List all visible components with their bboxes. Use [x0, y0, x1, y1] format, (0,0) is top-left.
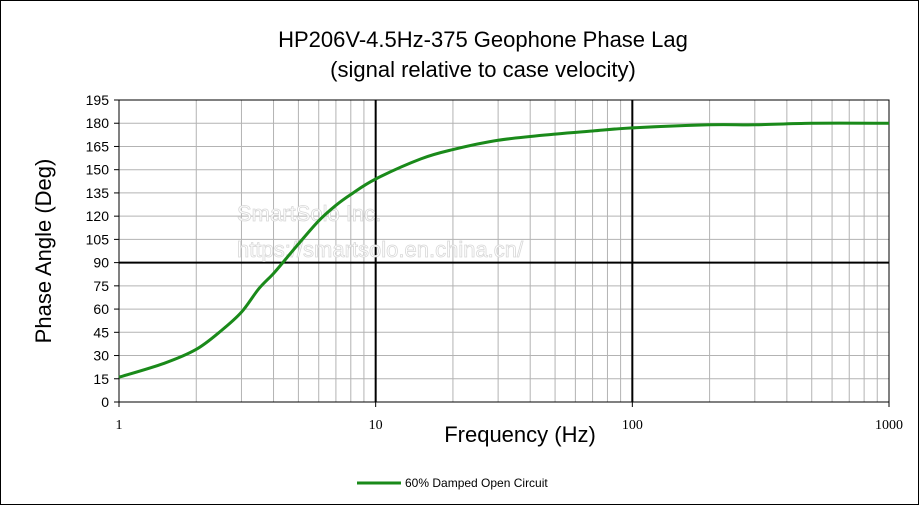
watermark-line1: SmartSolo Inc.	[237, 201, 381, 226]
x-axis-title: Frequency (Hz)	[444, 422, 596, 447]
y-tick-label: 195	[86, 92, 110, 108]
y-tick-label: 30	[93, 348, 109, 364]
series-layer	[118, 121, 890, 379]
x-tick-label: 1000	[875, 418, 903, 433]
y-tick-label: 135	[86, 185, 110, 201]
legend: 60% Damped Open Circuit	[357, 476, 548, 490]
y-tick-label: 105	[86, 231, 110, 247]
x-tick-label: 10	[369, 418, 383, 433]
y-tick-label: 150	[86, 162, 110, 178]
y-tick-label: 90	[93, 255, 109, 271]
y-tick-label: 0	[101, 394, 109, 410]
y-tick-label: 120	[86, 208, 110, 224]
major-gridlines	[119, 100, 889, 402]
x-tick-labels: 1 10 100 1000	[116, 418, 904, 433]
y-tick-labels: 0 15 30 45 60 75 90 105 120 135 150 165 180 195	[86, 92, 110, 410]
chart-title: HP206V-4.5Hz-375 Geophone Phase Lag	[278, 27, 688, 52]
y-tick-label: 75	[93, 278, 109, 294]
watermark-line2: https://smartsolo.en.china.cn/	[237, 237, 524, 262]
y-axis-title: Phase Angle (Deg)	[31, 159, 56, 344]
x-tick-label: 1	[116, 418, 123, 433]
axis-ticks	[114, 99, 890, 407]
chart-subtitle: (signal relative to case velocity)	[330, 57, 636, 82]
y-tick-label: 45	[93, 324, 109, 340]
series-line-1	[118, 121, 890, 379]
y-tick-label: 180	[86, 115, 110, 131]
y-tick-label: 15	[93, 371, 109, 387]
y-tick-label: 60	[93, 301, 109, 317]
legend-label: 60% Damped Open Circuit	[405, 476, 548, 490]
x-tick-label: 100	[622, 418, 643, 433]
plot-frame	[118, 99, 890, 403]
y-tick-label: 165	[86, 138, 110, 154]
